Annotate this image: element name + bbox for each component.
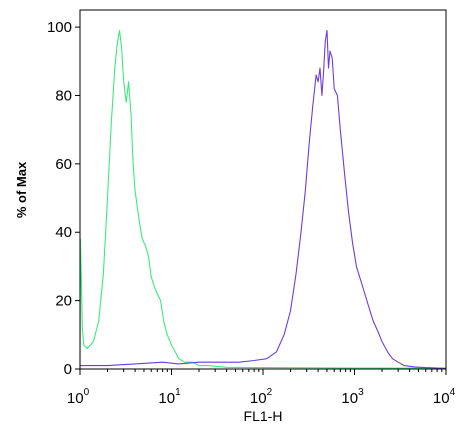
x-tick-label: 104 (433, 387, 456, 407)
x-tick-label: 101 (158, 387, 181, 407)
x-tick-label: 102 (250, 387, 273, 407)
y-axis: 0 20 40 60 80 100 (47, 19, 80, 378)
x-tick-exponent: 2 (267, 387, 273, 398)
x-tick-base: 10 (250, 390, 267, 407)
y-tick-label: 80 (55, 87, 72, 104)
y-tick-label: 100 (47, 19, 72, 36)
series-line-2 (80, 29, 447, 369)
x-tick-label: 103 (341, 387, 364, 407)
x-tick-exponent: 4 (450, 387, 456, 398)
y-axis-label: % of Max (14, 161, 29, 218)
x-tick-label: 100 (67, 387, 90, 407)
series-line-1 (79, 29, 447, 369)
x-axis: 100 101 102 103 104 (67, 369, 456, 407)
x-tick-exponent: 0 (84, 387, 90, 398)
x-tick-base: 10 (433, 390, 450, 407)
x-axis-label: FL1-H (244, 408, 283, 424)
x-tick-exponent: 1 (175, 387, 181, 398)
x-tick-base: 10 (67, 390, 84, 407)
x-tick-base: 10 (341, 390, 358, 407)
y-tick-label: 0 (64, 361, 72, 378)
series-layer (79, 29, 447, 369)
x-tick-base: 10 (158, 390, 175, 407)
y-tick-label: 40 (55, 224, 72, 241)
y-tick-label: 60 (55, 156, 72, 173)
y-tick-label: 20 (55, 293, 72, 310)
x-tick-exponent: 3 (358, 387, 364, 398)
